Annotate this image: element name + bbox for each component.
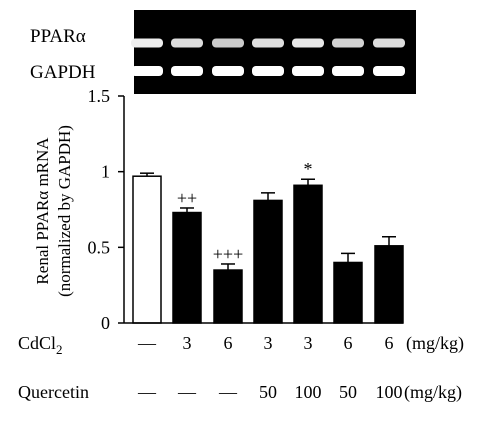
quercetin-row-values: — — — 50 100 50 100 (137, 382, 403, 402)
y-tick-label: 0.5 (88, 237, 111, 257)
quercetin-row-unit: (mg/kg) (404, 382, 462, 403)
gel-band (131, 38, 163, 48)
treatment-dose-label: — (137, 333, 157, 353)
treatment-dose-label: — (137, 382, 157, 402)
bar (333, 261, 363, 324)
treatment-dose-label: 3 (183, 333, 192, 353)
treatment-dose-label: 6 (224, 333, 233, 353)
bar (172, 211, 202, 324)
gel-band (212, 38, 244, 48)
cdcl2-row-values: — 3 6 3 3 6 6 (137, 333, 394, 353)
gel-label-gapdh: GAPDH (30, 62, 96, 83)
gel-band (373, 66, 405, 76)
gel-band (373, 38, 405, 48)
gel-label-ppara: PPARα (30, 26, 86, 47)
bar (293, 184, 323, 324)
bar (253, 199, 283, 324)
significance-marker: ++ (177, 188, 197, 208)
gel-band (252, 38, 284, 48)
significance-marker: +++ (213, 244, 243, 264)
treatment-dose-label: 6 (344, 333, 353, 353)
quercetin-row-label: Quercetin (18, 382, 89, 402)
y-tick-label: 1.5 (88, 86, 111, 106)
y-tick-label: 0 (101, 313, 110, 333)
gel-band (332, 66, 364, 76)
bar (132, 175, 162, 324)
cdcl2-row-label: CdCl2 (18, 333, 63, 357)
gel-background (134, 10, 416, 94)
bars: +++++* (124, 159, 404, 324)
treatment-dose-label: 50 (339, 382, 357, 402)
gel-bands (131, 38, 405, 76)
gel-band (292, 38, 324, 48)
treatment-dose-label: 100 (376, 382, 403, 402)
treatment-dose-label: 6 (385, 333, 394, 353)
gel-band (212, 66, 244, 76)
treatment-dose-label: 3 (264, 333, 273, 353)
gel-band (171, 66, 203, 76)
treatment-dose-label: — (177, 382, 197, 402)
treatment-dose-label: 3 (304, 333, 313, 353)
cdcl2-row-unit: (mg/kg) (406, 333, 464, 354)
y-ticks: 0 0.5 1 1.5 (88, 86, 124, 333)
gel-band (252, 66, 284, 76)
y-tick-label: 1 (101, 162, 110, 182)
gel-band (292, 66, 324, 76)
y-axis-label-line2: (normalized by GAPDH) (55, 125, 74, 297)
gel-band (131, 66, 163, 76)
gel-band (171, 38, 203, 48)
cdcl2-row: CdCl2 — 3 6 3 3 6 6 (mg/kg) (18, 333, 464, 357)
significance-marker: * (304, 159, 313, 179)
y-axis-label-line1: Renal PPARα mRNA (33, 137, 52, 285)
bar (213, 269, 243, 324)
gel-panel: PPARα GAPDH (30, 10, 416, 94)
treatment-dose-label: — (218, 382, 238, 402)
treatment-dose-label: 50 (259, 382, 277, 402)
quercetin-row: Quercetin — — — 50 100 50 100 (mg/kg) (18, 382, 462, 403)
treatment-dose-label: 100 (295, 382, 322, 402)
gel-band (332, 38, 364, 48)
bar (374, 245, 404, 324)
